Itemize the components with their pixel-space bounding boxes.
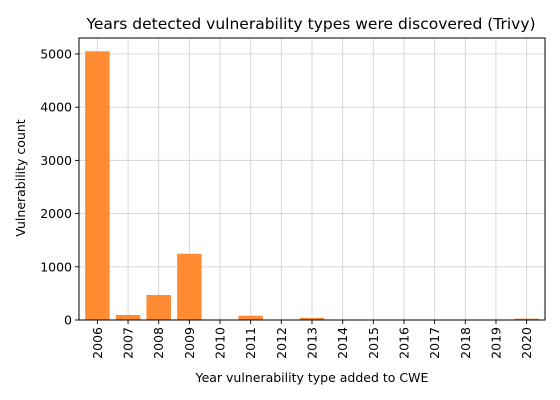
plot-frame bbox=[78, 37, 546, 321]
bar-2020 bbox=[514, 318, 539, 320]
chart-title: Years detected vulnerability types were … bbox=[85, 15, 535, 33]
x-tick-label: 2016 bbox=[396, 327, 411, 359]
y-tick-label: 2000 bbox=[40, 206, 72, 221]
bar-2008 bbox=[146, 294, 171, 320]
bar-2011 bbox=[238, 315, 263, 320]
x-tick-label: 2009 bbox=[182, 327, 197, 359]
y-tick-label: 0 bbox=[64, 313, 72, 328]
x-tick-label: 2018 bbox=[458, 327, 473, 359]
grid-lines bbox=[79, 38, 545, 321]
x-tick-label: 2015 bbox=[366, 327, 381, 359]
x-tick-label: 2010 bbox=[213, 327, 228, 359]
x-tick-label: 2011 bbox=[243, 327, 258, 359]
y-tick-label: 5000 bbox=[40, 46, 72, 61]
x-tick-label: 2020 bbox=[519, 327, 534, 359]
x-tick-label: 2019 bbox=[488, 327, 503, 359]
x-tick-label: 2012 bbox=[274, 327, 289, 359]
y-axis-label: Vulnerability count bbox=[13, 119, 28, 237]
axes: 0 1000 2000 3000 4000 5000 2006 2007 2008 2009 201… bbox=[40, 37, 546, 359]
bar-2009 bbox=[177, 253, 202, 320]
x-tick-label: 2008 bbox=[151, 327, 166, 359]
x-tick-label: 2006 bbox=[90, 327, 105, 359]
x-tick-label: 2014 bbox=[335, 327, 350, 359]
bar-2006 bbox=[85, 51, 110, 321]
bar-2007 bbox=[115, 314, 141, 320]
bars bbox=[85, 51, 539, 321]
x-tick-label: 2013 bbox=[305, 327, 320, 359]
y-tick-label: 3000 bbox=[40, 153, 72, 168]
y-tick-label: 1000 bbox=[40, 259, 72, 274]
x-tick-label: 2017 bbox=[427, 327, 442, 359]
x-tick-label: 2007 bbox=[121, 327, 136, 359]
y-tick-label: 4000 bbox=[40, 100, 72, 115]
x-axis-label: Year vulnerability type added to CWE bbox=[195, 370, 429, 385]
bar-2013 bbox=[299, 317, 325, 320]
